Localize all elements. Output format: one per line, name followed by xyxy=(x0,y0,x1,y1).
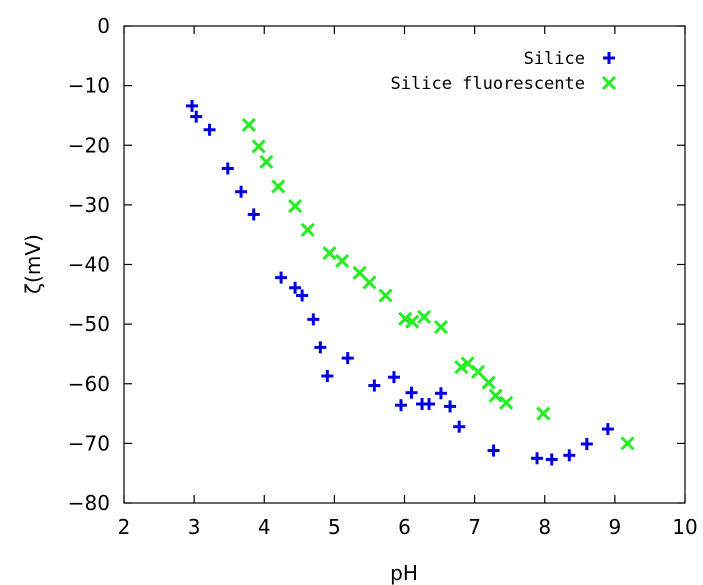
x-tick-label: 9 xyxy=(609,515,622,539)
y-tick-label: −30 xyxy=(68,193,110,217)
y-tick-label: −10 xyxy=(68,74,110,98)
x-tick-label: 2 xyxy=(118,515,131,539)
data-point xyxy=(405,314,420,329)
data-point xyxy=(545,453,558,466)
data-point xyxy=(488,388,503,403)
x-tick-label: 7 xyxy=(468,515,481,539)
data-point xyxy=(271,179,286,194)
data-point xyxy=(434,387,447,400)
data-point xyxy=(203,123,216,136)
data-point xyxy=(322,246,337,261)
data-points xyxy=(186,99,635,466)
y-tick-label: −80 xyxy=(68,491,110,515)
legend-marker-silice xyxy=(603,52,615,64)
data-point xyxy=(335,253,350,268)
data-point xyxy=(620,436,635,451)
data-point xyxy=(259,154,274,170)
data-point xyxy=(580,437,593,450)
y-tick-label: −40 xyxy=(68,253,110,277)
data-point xyxy=(300,222,315,237)
data-point xyxy=(314,341,327,354)
y-tick-label: −20 xyxy=(68,133,110,157)
y-tick-label: −50 xyxy=(68,312,110,336)
data-point xyxy=(307,313,320,326)
legend: Silice Silice fluorescente xyxy=(391,49,617,94)
data-point xyxy=(453,420,466,433)
y-axis-label: ζ(mV) xyxy=(21,234,45,294)
axis-ticks xyxy=(123,25,686,504)
data-point xyxy=(417,309,432,325)
data-point xyxy=(368,379,381,392)
data-point xyxy=(499,395,514,410)
data-point xyxy=(251,139,266,154)
data-point xyxy=(235,185,248,198)
legend-label-silice: Silice xyxy=(524,49,585,69)
data-point xyxy=(601,423,614,436)
data-point xyxy=(241,117,256,133)
plot-frame xyxy=(123,25,686,504)
y-tick-label: −70 xyxy=(68,431,110,455)
data-point xyxy=(481,375,496,390)
y-tick-label: 0 xyxy=(97,14,110,38)
x-tick-label: 3 xyxy=(188,515,201,539)
legend-marker-silice-fluorescente xyxy=(601,75,617,91)
data-point xyxy=(296,289,309,302)
y-tick-label: −60 xyxy=(68,372,110,396)
data-point xyxy=(460,356,475,371)
data-point xyxy=(433,320,449,335)
data-point xyxy=(387,371,400,384)
x-tick-label: 10 xyxy=(672,515,697,539)
data-point xyxy=(288,199,303,214)
data-point xyxy=(405,386,418,399)
x-axis-label: pH xyxy=(390,561,418,585)
data-point xyxy=(275,271,288,284)
x-tick-label: 5 xyxy=(328,515,341,539)
legend-plus-icon xyxy=(603,52,615,64)
data-point xyxy=(394,399,407,412)
data-point xyxy=(341,352,354,365)
legend-label-silice-fluorescente: Silice fluorescente xyxy=(391,74,585,94)
data-point xyxy=(487,444,500,457)
data-point xyxy=(186,99,199,112)
x-tick-label: 4 xyxy=(258,515,271,539)
axis-tick-labels: 2 3 4 5 6 7 8 9 10 0 −10 −20 −30 −40 −50 −60 −70 −80 xyxy=(68,14,698,539)
series-silice-fluorescente xyxy=(241,117,635,451)
legend-x-icon xyxy=(601,75,617,91)
data-point xyxy=(378,288,393,303)
data-point xyxy=(444,400,457,413)
series-silice xyxy=(186,99,614,466)
x-tick-label: 8 xyxy=(538,515,551,539)
data-point xyxy=(190,110,203,123)
data-point xyxy=(563,449,576,462)
data-point xyxy=(321,369,334,382)
data-point xyxy=(471,364,486,379)
data-point xyxy=(221,162,234,175)
data-point xyxy=(289,281,302,294)
data-point xyxy=(536,406,551,421)
data-point xyxy=(247,208,260,221)
data-point xyxy=(531,452,544,465)
x-tick-label: 6 xyxy=(398,515,411,539)
data-point xyxy=(423,398,436,411)
data-point xyxy=(362,275,377,290)
